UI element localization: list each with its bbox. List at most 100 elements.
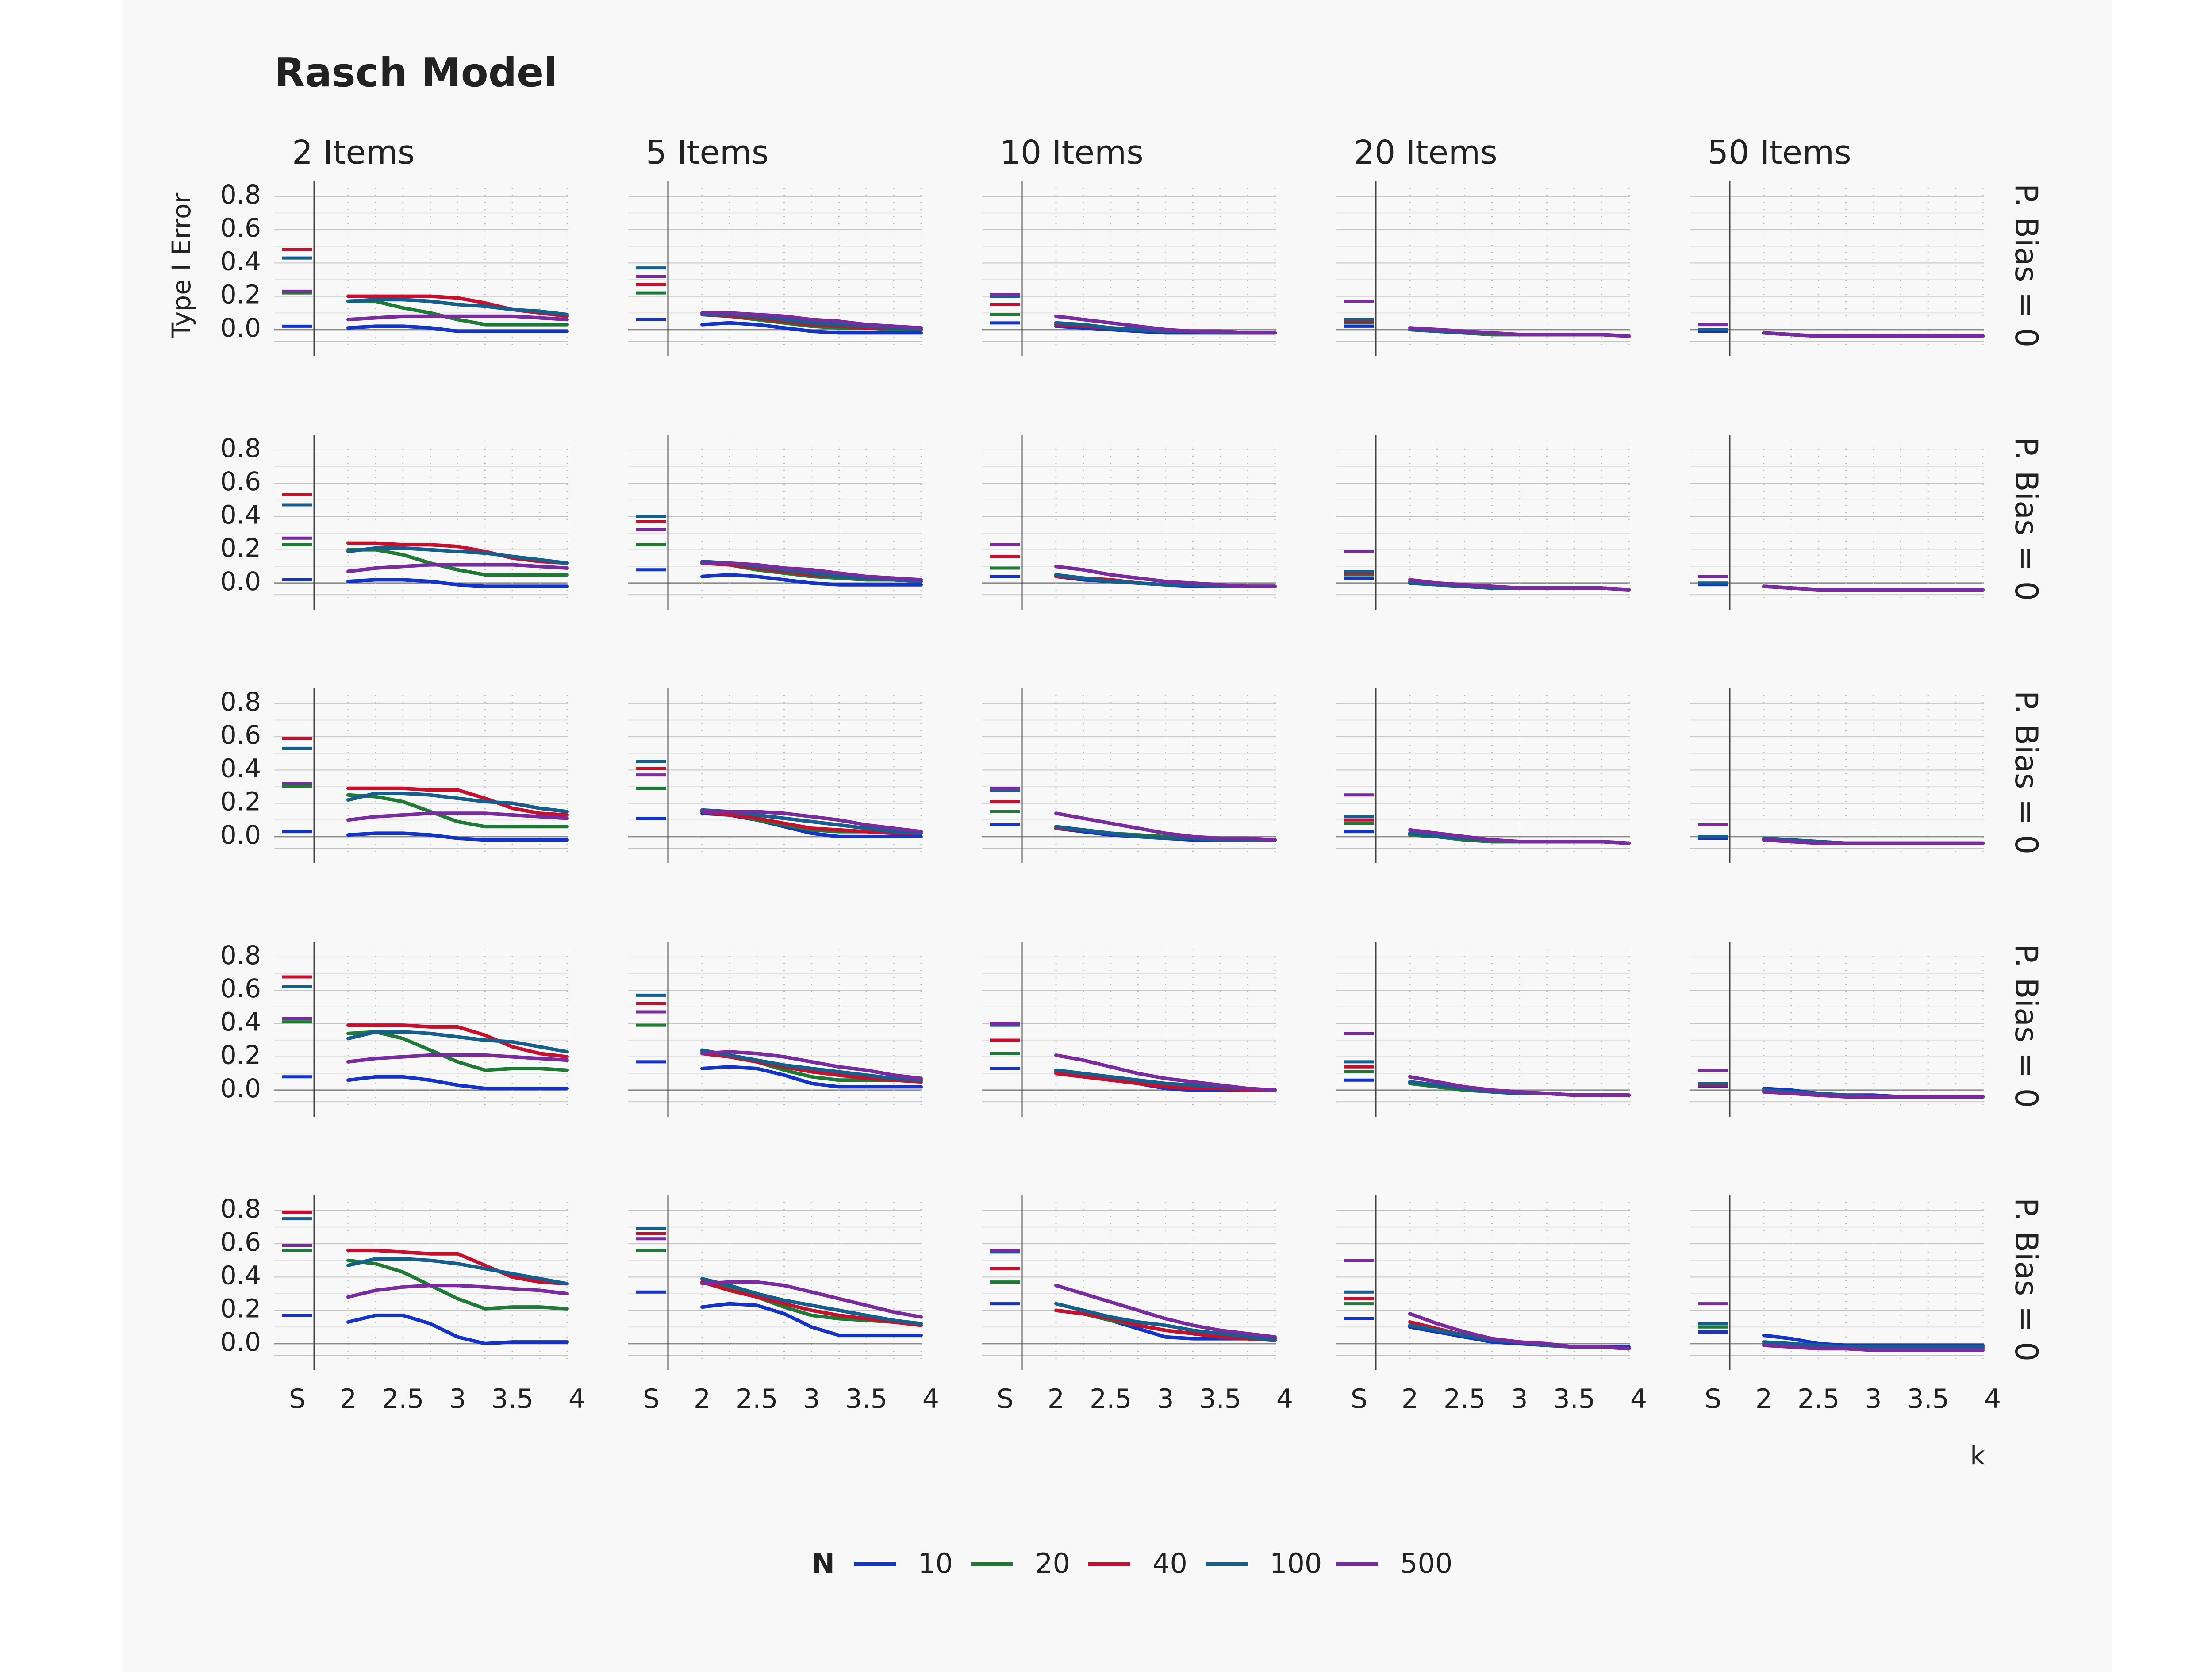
y-tick-label: 0.2 (220, 1040, 261, 1070)
facet-column-label: 10 Items (1000, 134, 1144, 172)
series-500-line (346, 811, 569, 822)
y-tick-label: 0.4 (220, 500, 261, 530)
facet-row-label: P. Bias = 0 (2008, 437, 2044, 601)
facet-row-label: P. Bias = 0 (2008, 944, 2044, 1108)
y-tick-label: 0.6 (220, 973, 261, 1003)
x-tick-label: 2.5 (1444, 1384, 1486, 1414)
series-500-line (346, 1284, 569, 1299)
series-40-line (346, 1249, 569, 1286)
series-20-line (346, 793, 569, 829)
series-20-line (346, 548, 569, 577)
x-tick-label: S (643, 1384, 660, 1414)
y-tick-label: 0.6 (220, 1227, 261, 1257)
x-tick-label: 2 (1402, 1384, 1418, 1414)
series-40-line (700, 1280, 923, 1327)
y-tick-label: 0.4 (220, 753, 261, 783)
series-500-line (1054, 811, 1277, 842)
y-tick-label: 0.2 (220, 1294, 261, 1324)
y-tick-label: 0.4 (220, 1007, 261, 1037)
y-tick-label: 0.0 (220, 313, 261, 343)
x-tick-label: 3.5 (1907, 1384, 1949, 1414)
series-500-line (1762, 331, 1985, 338)
x-tick-label: 3.5 (1199, 1384, 1241, 1414)
x-tick-label: 3 (1511, 1384, 1528, 1414)
series-500-line (1762, 584, 1985, 592)
series-40-line (1054, 1308, 1277, 1342)
legend-label-100: 100 (1270, 1547, 1322, 1580)
x-tick-label: 2 (694, 1384, 710, 1414)
y-tick-label: 0.8 (220, 940, 261, 970)
y-tick-label: 0.0 (220, 1073, 261, 1103)
series-500-line (700, 311, 923, 330)
series-100-line (346, 298, 569, 316)
series-40-line (346, 1023, 569, 1059)
series-500-line (1408, 1312, 1631, 1351)
series-500-line (346, 314, 569, 322)
x-tick-label: S (289, 1384, 306, 1414)
y-tick-label: 0.2 (220, 533, 261, 563)
x-tick-label: 2.5 (1090, 1384, 1132, 1414)
series-500-line (1054, 1284, 1277, 1339)
x-tick-label: S (997, 1384, 1014, 1414)
facet-row-label: P. Bias = 0 (2008, 184, 2044, 347)
x-tick-label: 4 (1276, 1384, 1293, 1414)
x-tick-label: 4 (922, 1384, 939, 1414)
series-10-line (346, 324, 569, 333)
series-500-line (1762, 1343, 1985, 1352)
x-tick-label: 3 (1865, 1384, 1882, 1414)
facet-row-label: P. Bias = 0 (2008, 691, 2044, 854)
facet-column-label: 5 Items (646, 134, 769, 172)
series-500-line (1054, 314, 1277, 335)
y-tick-label: 0.8 (220, 1194, 261, 1224)
series-10-line (700, 1302, 923, 1338)
series-20-line (346, 1258, 569, 1311)
series-500-line (1408, 1075, 1631, 1097)
series-10-line (346, 578, 569, 588)
x-tick-label: S (1705, 1384, 1721, 1414)
series-500-line (1762, 838, 1985, 845)
x-tick-label: 3.5 (1553, 1384, 1595, 1414)
series-10-line (700, 321, 923, 335)
x-axis-label: k (1970, 1441, 1985, 1471)
legend-label-40: 40 (1152, 1547, 1187, 1580)
x-tick-label: 2 (1755, 1384, 1772, 1414)
chart-title: Rasch Model (274, 50, 557, 96)
series-100-line (346, 1030, 569, 1054)
series-10-line (346, 1313, 569, 1345)
y-tick-label: 0.2 (220, 280, 261, 310)
x-tick-label: 3.5 (845, 1384, 887, 1414)
series-500-line (346, 1053, 569, 1064)
y-tick-label: 0.0 (220, 820, 261, 850)
x-tick-label: 4 (1984, 1384, 2001, 1414)
series-40-line (700, 810, 923, 835)
series-500-line (700, 561, 923, 582)
series-100-line (700, 1277, 923, 1326)
facet-column-label: 50 Items (1708, 134, 1851, 172)
y-tick-label: 0.6 (220, 720, 261, 750)
series-40-line (346, 786, 569, 817)
y-tick-label: 0.6 (220, 466, 261, 496)
legend-label-20: 20 (1035, 1547, 1070, 1580)
x-tick-label: 2 (340, 1384, 357, 1414)
series-500-line (1054, 565, 1277, 588)
series-10-line (346, 831, 569, 842)
x-tick-label: S (1351, 1384, 1367, 1414)
series-100-line (346, 546, 569, 565)
series-500-line (1762, 1090, 1985, 1099)
series-100-line (346, 1257, 569, 1286)
legend-title: N (812, 1547, 835, 1580)
y-tick-label: 0.0 (220, 566, 261, 596)
series-100-line (1054, 1302, 1277, 1342)
x-tick-label: 2.5 (736, 1384, 778, 1414)
x-tick-label: 3.5 (492, 1384, 534, 1414)
y-tick-label: 0.4 (220, 246, 261, 276)
y-tick-label: 0.2 (220, 787, 261, 817)
series-500-line (1408, 326, 1631, 338)
x-tick-label: 2.5 (382, 1384, 424, 1414)
series-10-line (700, 573, 923, 587)
series-500-line (700, 1050, 923, 1080)
y-tick-label: 0.8 (220, 687, 261, 717)
series-500-line (1054, 1053, 1277, 1092)
y-tick-label: 0.0 (220, 1327, 261, 1357)
